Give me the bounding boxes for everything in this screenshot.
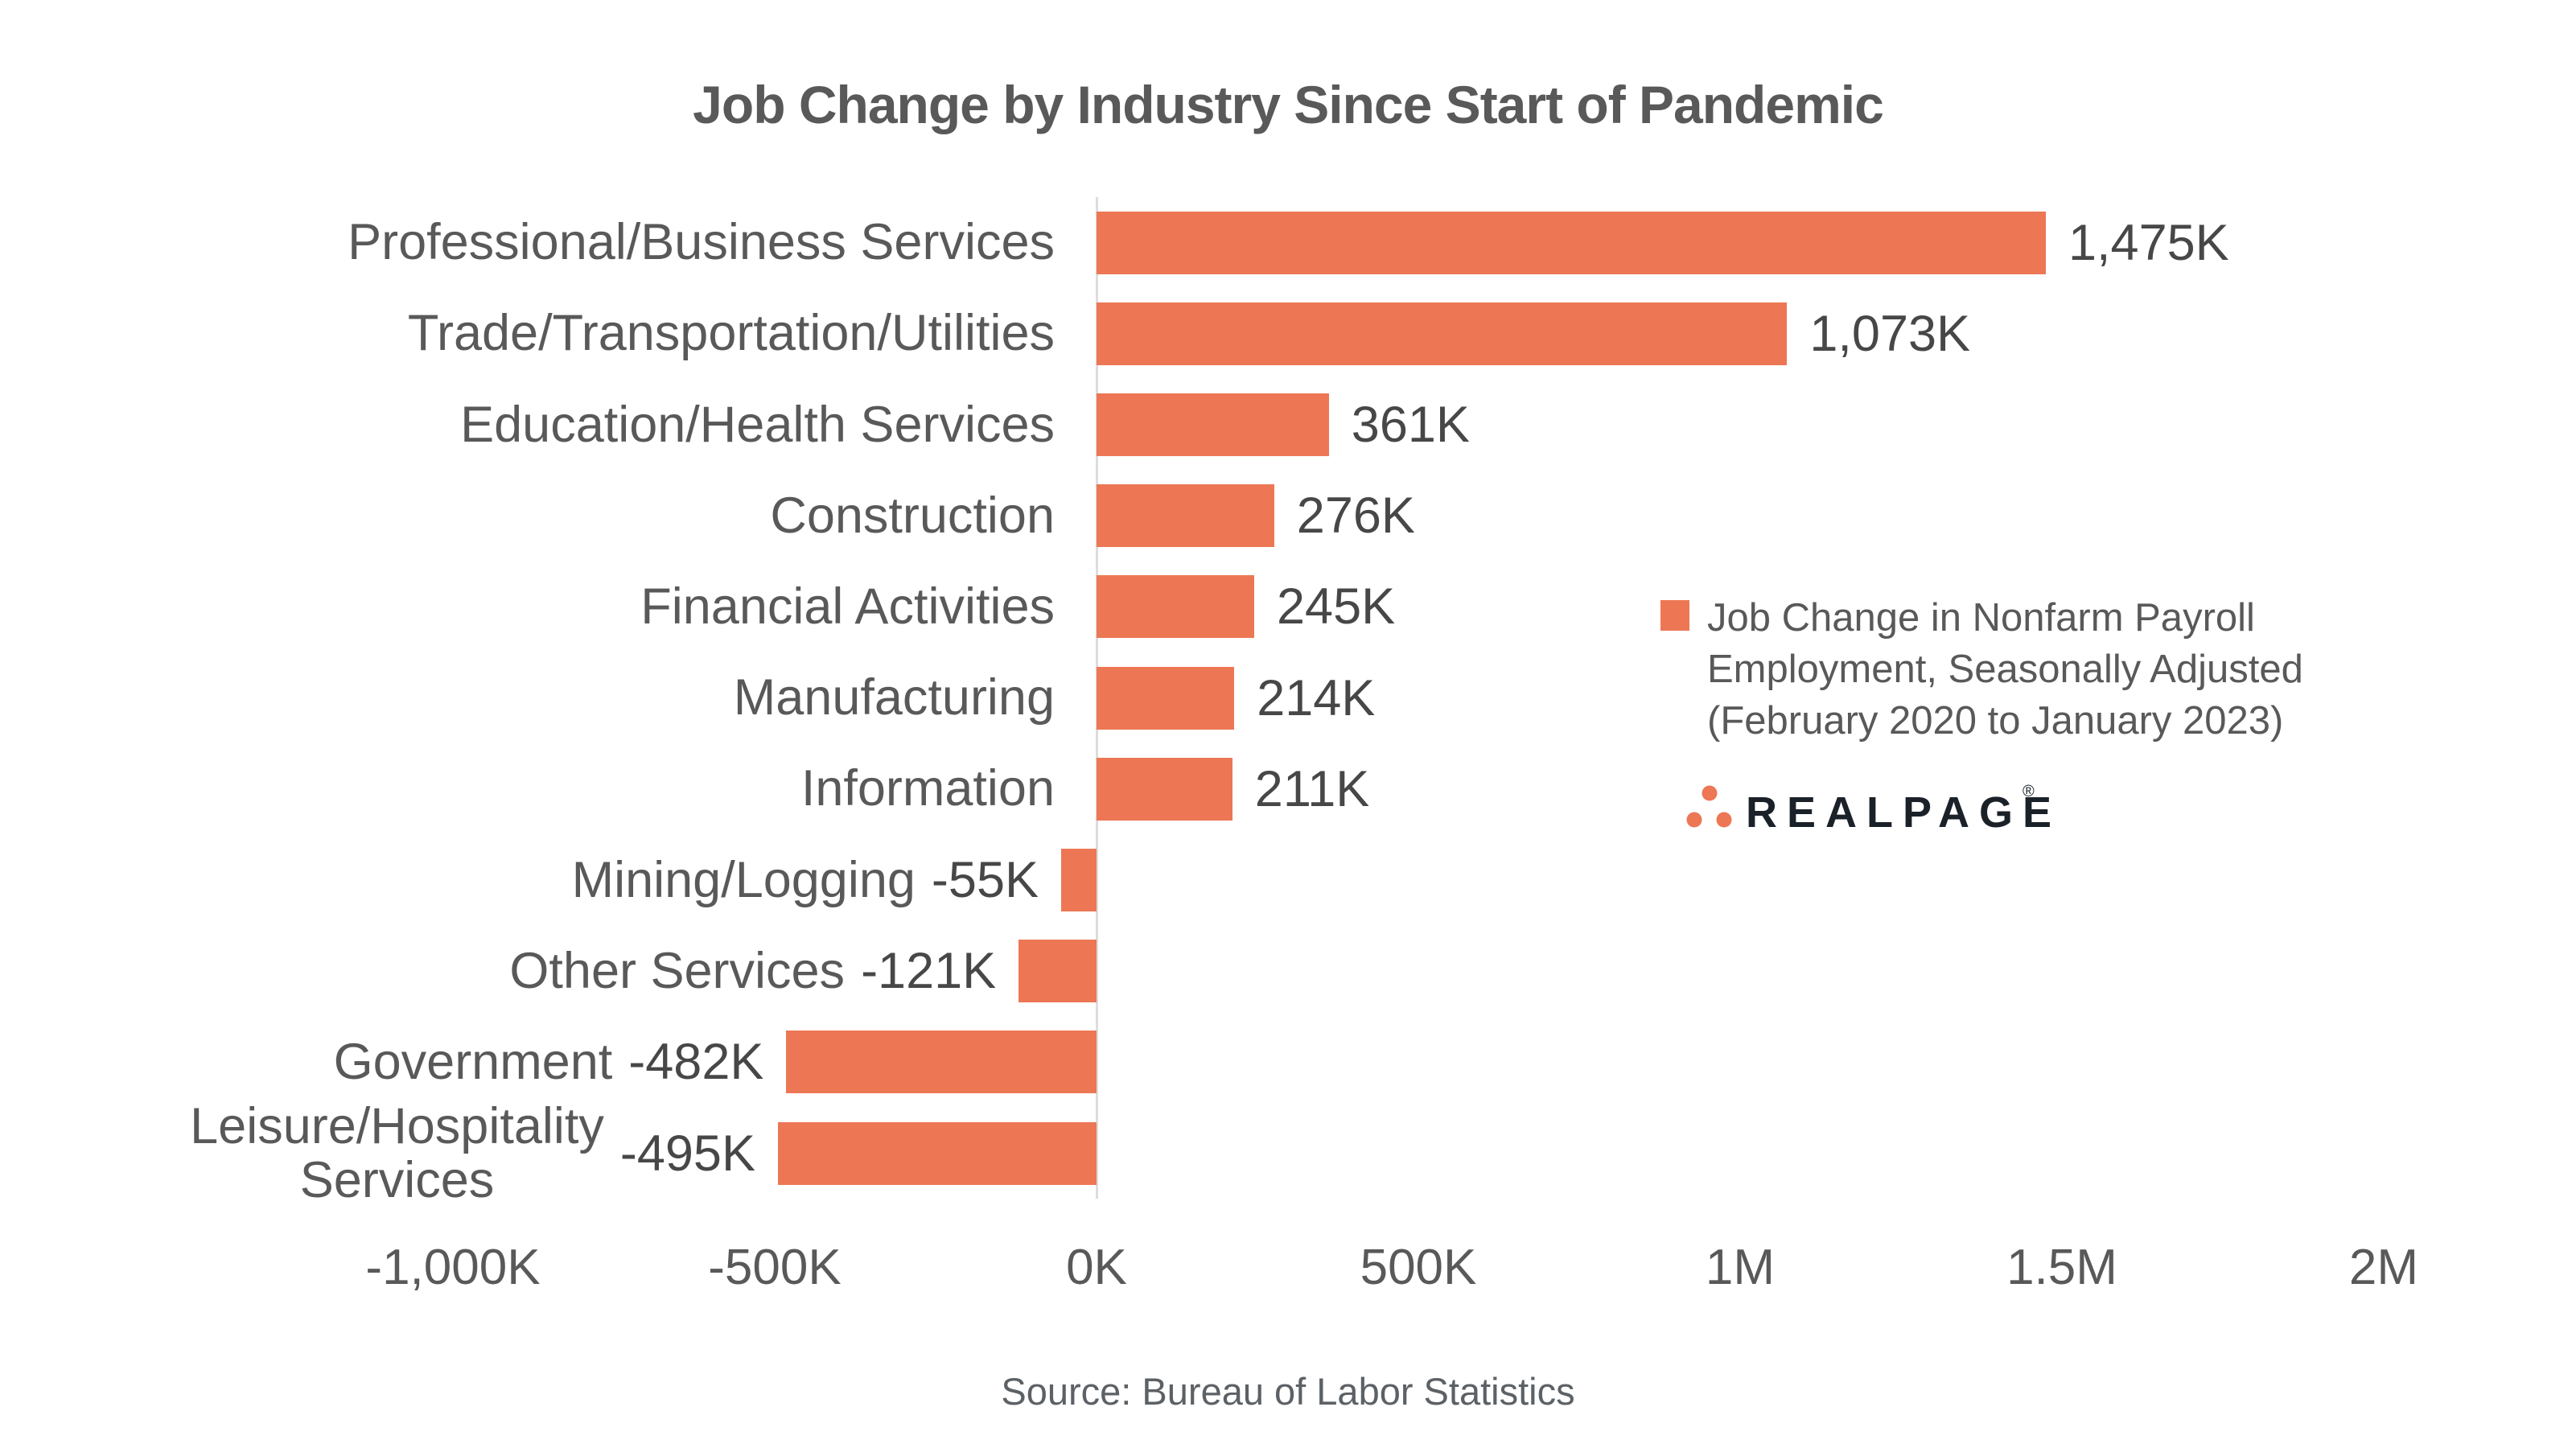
category-label: Other Services	[509, 942, 846, 999]
legend-line: (February 2020 to January 2023)	[1707, 699, 2284, 743]
bar-row: Education/Health Services 361K	[0, 379, 2576, 470]
realpage-logo: REALPAGE ®	[1678, 777, 2056, 841]
x-axis-tick-label: 500K	[1360, 1240, 1477, 1295]
legend-line: Employment, Seasonally Adjusted	[1707, 648, 2303, 691]
bar-row: Manufacturing 214K	[0, 652, 2576, 743]
legend: Job Change in Nonfarm Payroll Employment…	[1660, 592, 2303, 747]
row-label-box: Government -482K	[0, 1017, 764, 1108]
bar	[1097, 757, 1232, 821]
bar	[778, 1121, 1097, 1185]
category-label: Trade/Transportation/Utilities	[407, 305, 1055, 362]
logo-wordmark: REALPAGE	[1746, 788, 2056, 837]
value-label: 276K	[1296, 488, 1415, 545]
value-label-wrap: 214K	[1257, 652, 1375, 743]
legend-line: Job Change in Nonfarm Payroll	[1707, 596, 2255, 640]
value-label-wrap: 1,475K	[2068, 197, 2229, 288]
value-label: 1,073K	[1809, 305, 1971, 362]
bar-row: Professional/Business Services 1,475K	[0, 197, 2576, 288]
bar	[1018, 940, 1097, 1003]
category-label: Manufacturing	[733, 669, 1055, 726]
category-label: Information	[800, 760, 1055, 817]
value-label: -121K	[861, 943, 997, 1000]
bar-row: Financial Activities 245K	[0, 562, 2576, 652]
x-axis-tick-label: 0K	[1066, 1240, 1127, 1295]
row-label-box: Manufacturing	[0, 652, 1055, 743]
category-label: Leisure/Hospitality Services	[190, 1097, 604, 1208]
row-label-box: Mining/Logging -55K	[0, 834, 1039, 925]
logo-dot-top	[1702, 785, 1718, 801]
value-label: 211K	[1254, 760, 1370, 817]
bar-row: Information 211K	[0, 743, 2576, 834]
category-label: Professional/Business Services	[348, 214, 1055, 271]
bar	[1061, 848, 1097, 911]
row-label-box: Professional/Business Services	[0, 197, 1055, 288]
row-label-box: Other Services -121K	[0, 926, 996, 1017]
row-label-box: Financial Activities	[0, 562, 1055, 652]
bar-row: Trade/Transportation/Utilities 1,073K	[0, 288, 2576, 379]
bar	[1097, 393, 1329, 456]
value-label: 1,475K	[2068, 214, 2229, 271]
bar	[1097, 666, 1235, 730]
category-label: Education/Health Services	[460, 396, 1055, 453]
logo-dot-bottom-left	[1686, 812, 1702, 828]
bar-row: Construction 276K	[0, 471, 2576, 562]
row-label-box: Information	[0, 743, 1055, 834]
legend-label: Job Change in Nonfarm Payroll Employment…	[1707, 592, 2303, 747]
bar	[786, 1031, 1097, 1094]
value-label-wrap: 211K	[1255, 743, 1369, 834]
category-label: Financial Activities	[640, 578, 1055, 635]
row-label-box: Construction	[0, 471, 1055, 562]
bar-row: Mining/Logging -55K	[0, 834, 2576, 925]
category-label: Mining/Logging	[571, 851, 916, 908]
value-label: -482K	[628, 1034, 764, 1091]
category-label: Construction	[770, 487, 1055, 544]
category-label: Government	[333, 1034, 613, 1090]
row-label-box: Leisure/Hospitality Services -495K	[0, 1100, 755, 1207]
value-label: 361K	[1351, 396, 1470, 453]
row-label-box: Trade/Transportation/Utilities	[0, 288, 1055, 379]
bar	[1097, 575, 1254, 639]
bar-row: Government -482K	[0, 1017, 2576, 1108]
value-label: -495K	[619, 1125, 755, 1182]
bar	[1097, 484, 1274, 548]
x-axis-tick-label: 1M	[1705, 1240, 1776, 1295]
bar-row: Other Services -121K	[0, 926, 2576, 1017]
value-label: 245K	[1277, 578, 1396, 636]
x-axis-tick-label: -1,000K	[365, 1240, 541, 1295]
logo-dot-bottom-right	[1716, 812, 1732, 828]
bar	[1097, 211, 2046, 274]
x-axis-tick-label: 1.5M	[2006, 1240, 2117, 1295]
value-label-wrap: 245K	[1277, 562, 1395, 652]
x-axis-tick-label: -500K	[708, 1240, 842, 1295]
source-note: Source: Bureau of Labor Statistics	[1001, 1370, 1575, 1413]
bar	[1097, 302, 1788, 365]
row-label-box: Education/Health Services	[0, 379, 1055, 470]
legend-swatch	[1660, 600, 1689, 631]
value-label-wrap: 276K	[1297, 471, 1415, 562]
bar-row: Leisure/Hospitality Services -495K	[0, 1100, 2576, 1207]
value-label: 214K	[1257, 669, 1376, 726]
value-label: -55K	[931, 851, 1039, 908]
realpage-logo-graphic: REALPAGE ®	[1686, 783, 2056, 837]
value-label-wrap: 361K	[1352, 379, 1470, 470]
chart-title: Job Change by Industry Since Start of Pa…	[693, 75, 1884, 134]
logo-registered-mark: ®	[2023, 783, 2035, 800]
x-axis-tick-label: 2M	[2348, 1240, 2419, 1295]
value-label-wrap: 1,073K	[1809, 288, 1970, 379]
